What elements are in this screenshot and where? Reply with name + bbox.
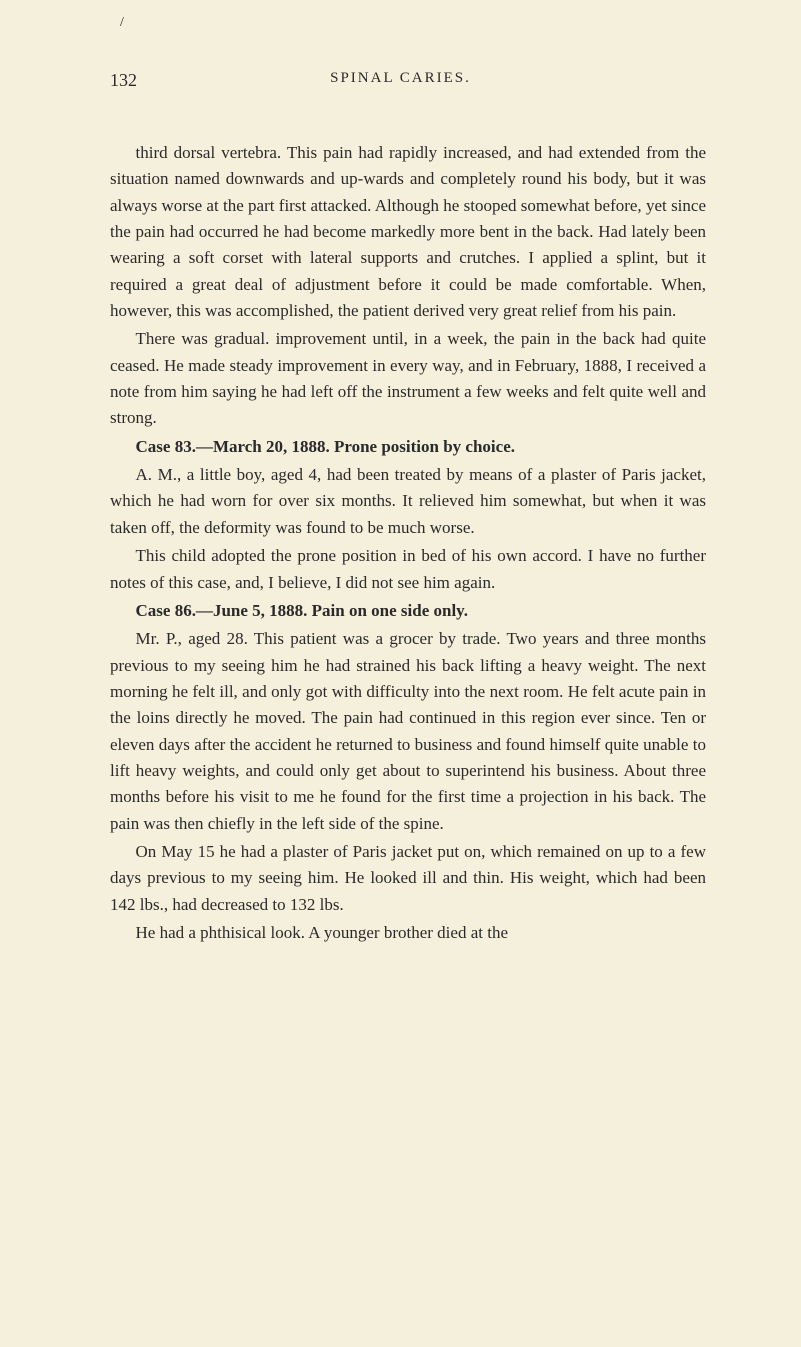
page-number: 132 [110,70,137,91]
case-86-heading: Case 86.—June 5, 1888. Pain on one side … [110,598,706,624]
case-83-heading: Case 83.—March 20, 1888. Prone position … [110,434,706,460]
body-paragraph-1: third dorsal vertebra. This pain had rap… [110,140,706,324]
body-paragraph-7: He had a phthisical look. A younger brot… [110,920,706,946]
body-paragraph-4: This child adopted the prone position in… [110,543,706,596]
page-header-title: SPINAL CARIES. [330,70,471,87]
body-paragraph-2: There was gradual. improvement until, in… [110,326,706,431]
page-content: third dorsal vertebra. This pain had rap… [110,140,706,946]
body-paragraph-6: On May 15 he had a plaster of Paris jack… [110,839,706,918]
body-paragraph-3: A. M., a little boy, aged 4, had been tr… [110,462,706,541]
body-paragraph-5: Mr. P., aged 28. This patient was a groc… [110,626,706,837]
page-tick-mark: / [120,15,124,31]
